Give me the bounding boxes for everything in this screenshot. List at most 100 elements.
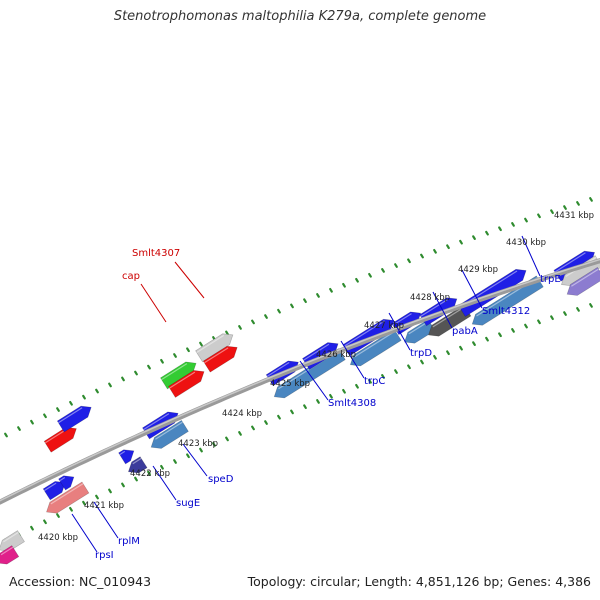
- outer-track-dot: [537, 213, 541, 219]
- inner-track-dot: [394, 369, 398, 374]
- scale-tick-label: 4422 kbp: [130, 469, 170, 479]
- inner-track-dot: [199, 447, 203, 453]
- gene-label: trpE: [540, 274, 561, 285]
- gene-arrow-highlight: [43, 482, 57, 492]
- inner-track-dot: [381, 374, 385, 379]
- inner-track-dot: [56, 513, 60, 518]
- inner-track-dot: [290, 409, 294, 415]
- gene-arrow: [349, 328, 402, 367]
- scale-tick-label: 4427 kbp: [364, 321, 404, 331]
- inner-track-dot: [576, 307, 580, 312]
- inner-track-dot: [550, 315, 554, 321]
- outer-track-dot: [576, 201, 580, 206]
- topology-summary: Topology: circular; Length: 4,851,126 bp…: [247, 574, 591, 589]
- inner-track-dot: [472, 341, 476, 346]
- inner-track-dot: [212, 442, 216, 447]
- outer-track-dot: [173, 353, 177, 358]
- inner-track-dot: [446, 350, 450, 356]
- gene-label: rplM: [118, 536, 140, 547]
- inner-track-dot: [134, 476, 138, 482]
- outer-track-dot: [290, 303, 294, 309]
- scale-tick-label: 4428 kbp: [410, 293, 450, 303]
- gene-arrow-highlight: [571, 268, 599, 287]
- gene-arrow-highlight: [169, 371, 196, 389]
- outer-track-dot: [95, 388, 99, 394]
- outer-track-dot: [446, 244, 450, 250]
- gene-arrow: [566, 266, 600, 296]
- gene-leader-line: [182, 443, 208, 477]
- gene-arrow-highlight: [59, 476, 66, 482]
- scale-tick-label: 4424 kbp: [222, 409, 262, 419]
- gene-arrow: [202, 345, 238, 373]
- gene-label: cap: [122, 271, 140, 282]
- scale-tick-label: 4425 kbp: [270, 379, 310, 389]
- inner-track-dot: [173, 459, 177, 464]
- gene-arrow: [0, 545, 20, 565]
- inner-track-dot: [238, 431, 242, 436]
- gene-label: trpD: [410, 348, 432, 359]
- gene-arrow: [160, 361, 197, 390]
- outer-track-dot: [485, 230, 489, 236]
- inner-track-dot: [30, 525, 34, 531]
- gene-features: [0, 250, 600, 565]
- genome-backbone: [0, 258, 600, 505]
- gene-arrow-highlight: [392, 313, 412, 326]
- inner-track-dot: [342, 388, 346, 394]
- gene-arrow-highlight: [420, 298, 449, 317]
- outer-track-dot: [160, 358, 164, 364]
- inner-track-dot: [147, 470, 151, 476]
- inner-track-dot: [498, 332, 502, 338]
- outer-track-dot: [342, 282, 346, 288]
- accession-text: Accession: NC_010943: [9, 574, 152, 589]
- inner-track-dot: [563, 311, 567, 316]
- inner-track-dot: [108, 488, 112, 494]
- gene-arrow: [42, 481, 66, 501]
- inner-track-dot: [459, 345, 463, 351]
- gene-arrow-highlight: [50, 483, 84, 505]
- gene-arrow: [471, 275, 544, 326]
- outer-track-dot: [459, 239, 463, 245]
- gene-arrow: [428, 304, 472, 337]
- gene-arrow-highlight: [44, 428, 68, 444]
- gene-arrow-highlight: [343, 320, 385, 347]
- outer-track-dot: [251, 319, 255, 325]
- gene-arrow: [273, 348, 346, 399]
- inner-track-dot: [95, 494, 99, 500]
- inner-track-dot: [355, 383, 359, 389]
- gene-leader-line: [174, 261, 205, 299]
- gene-leader-line: [388, 312, 411, 351]
- scale-tick-label: 4431 kbp: [554, 211, 594, 221]
- gene-arrow-highlight: [143, 413, 170, 431]
- outer-track-dot: [147, 364, 151, 370]
- inner-track-dot: [316, 399, 320, 404]
- inner-track-dot: [589, 303, 593, 308]
- outer-track-dot: [550, 209, 554, 215]
- outer-track-dot: [4, 432, 8, 438]
- outer-track-dot: [199, 341, 203, 347]
- inner-dotted-track: [4, 303, 593, 544]
- outer-track-dot: [186, 347, 190, 353]
- inner-track-dot: [82, 500, 86, 506]
- map-title: Stenotrophomonas maltophilia K279a, comp…: [113, 9, 487, 24]
- scale-tick-label: 4423 kbp: [178, 439, 218, 449]
- inner-track-dot: [524, 323, 528, 329]
- label-leader-lines: [71, 235, 541, 553]
- outer-track-dot: [56, 407, 60, 412]
- outer-track-dot: [264, 314, 268, 319]
- gene-arrow-highlight: [155, 421, 183, 440]
- gene-arrow: [168, 370, 205, 398]
- gene-arrow: [46, 481, 90, 514]
- gene-label: rpsI: [95, 550, 114, 561]
- backbone-highlight: [0, 258, 600, 502]
- gene-arrow: [150, 419, 189, 449]
- gene-arrow-highlight: [196, 334, 225, 354]
- gene-arrow: [118, 449, 135, 465]
- outer-track-dot: [563, 205, 567, 210]
- gene-leader-line: [71, 513, 98, 553]
- gene-labels: Smlt4307 cap rpsI rplM sugE speD Smlt4308 trpC t…: [95, 248, 561, 561]
- gene-label: sugE: [176, 498, 200, 509]
- inner-track-dot: [69, 506, 73, 512]
- gene-leader-line: [461, 269, 483, 309]
- gene-arrow-highlight: [266, 361, 290, 377]
